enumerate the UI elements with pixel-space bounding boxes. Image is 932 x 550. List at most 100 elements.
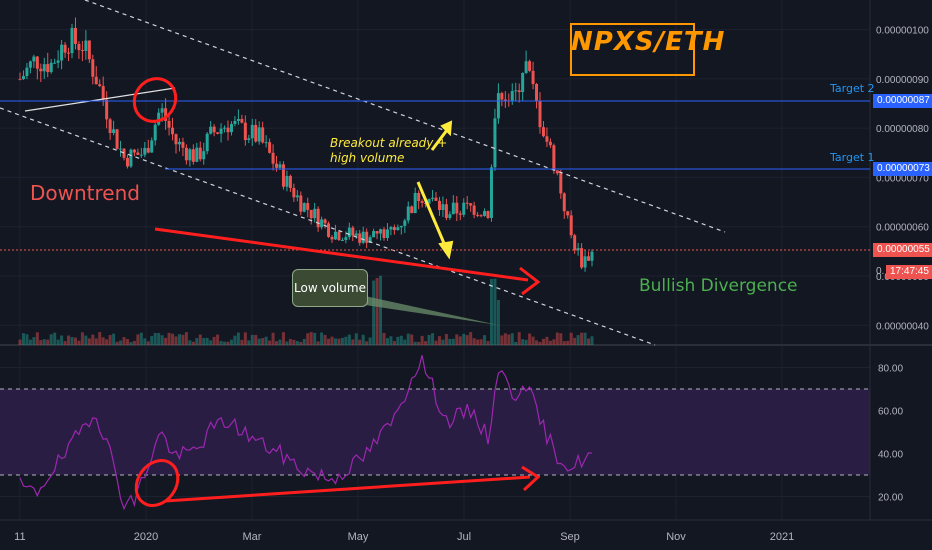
price-tick-label: 0.00000060 [876, 223, 929, 234]
volume-arrow-shaft[interactable] [416, 181, 448, 249]
volume-bar [240, 339, 244, 345]
volume-bar [184, 332, 188, 345]
volume-bar [427, 334, 431, 345]
volume-bar [458, 336, 462, 345]
volume-bar [524, 339, 528, 345]
candle-body [112, 129, 116, 134]
candle-body [87, 40, 91, 60]
rsi-axis[interactable]: 20.00 40.00 60.00 80.00 [878, 364, 903, 504]
volume-bar [531, 336, 535, 345]
rsi-band [0, 389, 870, 475]
title-box[interactable] [570, 23, 695, 76]
candle-body [320, 219, 324, 228]
volume-bar [444, 334, 448, 345]
volume-bar [333, 338, 337, 345]
candle-body [306, 203, 310, 210]
price-divergence-line[interactable] [154, 227, 529, 282]
pair-title: NPXS/ETH [571, 27, 726, 57]
candle-body [587, 256, 591, 261]
candle-body [143, 147, 147, 155]
volume-bar [261, 338, 265, 345]
candle-body [569, 215, 573, 236]
candle-body [28, 61, 32, 68]
candle-body [382, 229, 386, 238]
volume-bar [379, 275, 383, 345]
breakout-label: Breakout already + high volume [330, 136, 447, 166]
volume-bar [112, 333, 116, 345]
candle-body [476, 214, 480, 216]
candle-body [548, 141, 552, 146]
candle-body [157, 112, 161, 125]
candle-body [309, 209, 313, 219]
candle-body [94, 76, 98, 85]
highlight-circle-top[interactable] [126, 71, 184, 130]
candle-body [146, 147, 150, 153]
candle-body [392, 227, 396, 231]
volume-bar [368, 337, 372, 345]
volume-bar [132, 340, 136, 345]
bullish-divergence-label: Bullish Divergence [639, 276, 798, 296]
volume-bar [514, 341, 518, 345]
volume-bar [139, 332, 143, 345]
candle-body [316, 208, 320, 228]
volume-bar [275, 341, 279, 345]
countdown-prefix: 0. [876, 266, 885, 277]
time-tick-label: Jul [457, 531, 471, 543]
candle-body [427, 198, 431, 204]
candle-body [254, 124, 258, 142]
last-price-badge[interactable]: 0.00000055 [873, 243, 932, 257]
breakout-label-line2: high volume [330, 151, 405, 165]
channel-upper-line[interactable] [84, 0, 726, 233]
volume-bar [146, 341, 150, 345]
candle-body [80, 50, 84, 52]
candle-body [32, 56, 36, 62]
price-axis[interactable]: 0.000000400.000000500.000000600.00000070… [876, 26, 929, 333]
volume-bar [226, 341, 230, 345]
volume-bar [188, 340, 192, 345]
candle-body [119, 148, 123, 150]
candle-body [205, 133, 209, 152]
candle-body [531, 70, 535, 85]
volume-bar [32, 337, 36, 345]
time-axis[interactable]: 11 2020 Mar May Jul Sep Nov 2021 [14, 531, 794, 543]
candle-body [528, 61, 532, 71]
volume-bar [434, 340, 438, 345]
target2-badge[interactable]: 0.00000087 [873, 94, 932, 108]
volume-bar [191, 341, 195, 345]
volume-bar [417, 341, 421, 345]
candle-body [313, 208, 317, 219]
rsi-divergence-line[interactable] [164, 475, 531, 503]
candle-body [431, 197, 435, 199]
candle-body [125, 157, 129, 167]
volume-bar [212, 336, 216, 345]
volume-bar [150, 335, 154, 345]
candle-body [590, 251, 594, 261]
candle-body [333, 231, 337, 240]
candle-body [223, 127, 227, 129]
candle-body [219, 128, 223, 134]
candle-body [573, 235, 577, 251]
candle-body [67, 52, 71, 54]
volume-bar [171, 333, 175, 345]
volume-bar [358, 339, 362, 345]
volume-bar [101, 337, 105, 345]
volume-bar [420, 335, 424, 345]
volume-bar [476, 339, 480, 345]
candle-body [226, 127, 230, 133]
highlight-circle-rsi[interactable] [128, 452, 187, 513]
target1-badge[interactable]: 0.00000073 [873, 162, 932, 176]
volume-bar [375, 277, 379, 345]
volume-bar [403, 339, 407, 345]
time-tick-label: May [348, 531, 369, 543]
low-volume-callout[interactable]: Low volume [292, 269, 368, 307]
candle-body [344, 237, 348, 241]
support-trendline[interactable] [24, 87, 176, 112]
volume-bar [410, 334, 414, 345]
price-divergence-arrowhead [519, 266, 541, 296]
volume-bar [46, 339, 50, 345]
candle-body [437, 200, 441, 210]
candle-body [153, 124, 157, 141]
volume-bar [281, 332, 285, 345]
candle-body [451, 202, 455, 215]
